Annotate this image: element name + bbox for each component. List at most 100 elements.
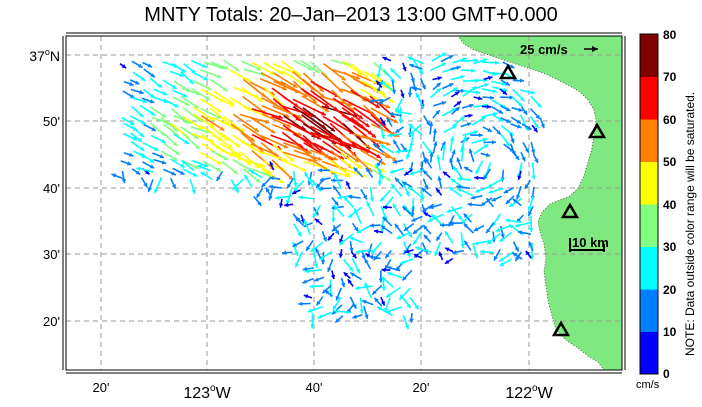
current-vector (282, 151, 314, 162)
current-vector-head (162, 91, 168, 96)
plot-area (66, 36, 622, 370)
current-vector (292, 71, 316, 92)
current-vector-head (436, 155, 441, 160)
current-vector-head (449, 158, 454, 163)
current-vector-head (456, 65, 461, 70)
current-vector-head (319, 177, 325, 182)
current-vector-head (460, 145, 465, 151)
current-vector-head (292, 83, 297, 88)
current-vector-head (337, 195, 342, 200)
current-vector (332, 143, 360, 163)
current-vector-head (358, 114, 363, 119)
current-vector-head (194, 164, 199, 169)
current-vector (370, 107, 399, 124)
current-vector-head (298, 195, 303, 200)
current-vector-head (283, 144, 289, 149)
current-vector-head (207, 86, 212, 91)
current-vector-head (223, 136, 229, 141)
current-vector-head (452, 125, 457, 130)
current-vector-head (140, 146, 145, 151)
current-vector-head (505, 199, 511, 204)
current-vector-head (373, 143, 378, 148)
current-vector-head (450, 136, 455, 141)
current-vector-head (338, 88, 343, 93)
current-vector-head (385, 154, 390, 158)
current-vector-head (463, 223, 469, 228)
current-vector-head (395, 149, 400, 154)
current-vector-head (324, 107, 329, 112)
current-vector-head (395, 177, 400, 183)
current-vector-head (129, 121, 135, 125)
current-vector-head (334, 205, 339, 210)
current-vector (250, 116, 276, 134)
current-vector-head (129, 94, 135, 99)
current-vector-head (483, 144, 489, 149)
current-vector-head (387, 266, 392, 271)
current-vector (340, 152, 363, 170)
current-vector (271, 159, 294, 181)
current-vector-head (352, 304, 357, 309)
current-vector-head (381, 286, 386, 291)
current-vector-head (371, 249, 376, 254)
current-vector-head (256, 193, 261, 198)
current-vector-head (436, 236, 441, 241)
current-vector (219, 142, 242, 157)
current-vector-head (184, 101, 190, 106)
current-vector-head (387, 133, 392, 138)
current-vector-head (440, 222, 445, 228)
current-vector (293, 149, 323, 161)
current-vector-head (530, 90, 535, 95)
current-vector-head (137, 137, 142, 142)
current-vector-head (480, 201, 486, 206)
current-vector-head (494, 255, 498, 261)
current-vector-head (293, 182, 298, 187)
current-vector-head (423, 225, 428, 230)
current-vector-head (473, 130, 478, 135)
current-vector-head (341, 76, 346, 81)
current-vector (362, 143, 390, 159)
current-vector-head (437, 76, 442, 81)
current-vector-head (408, 186, 413, 191)
current-vector-head (365, 253, 371, 258)
current-vector-head (376, 154, 381, 158)
current-vector-head (332, 305, 337, 310)
current-vector-head (482, 58, 488, 63)
current-vector (272, 123, 303, 137)
current-vector-head (484, 83, 489, 88)
current-vector-head (303, 92, 308, 97)
current-vector-head (386, 141, 391, 146)
current-vector-head (498, 109, 503, 114)
current-vector-head (441, 53, 447, 57)
current-vector-head (495, 60, 500, 65)
current-vector-head (181, 68, 186, 73)
current-vector-head (333, 185, 338, 191)
current-vector-head (464, 240, 469, 246)
current-vector-head (244, 174, 249, 180)
current-vector-head (509, 64, 515, 69)
current-vector-head (509, 224, 514, 229)
current-vector-head (380, 168, 386, 173)
current-vector-head (255, 178, 261, 183)
current-vector-head (216, 176, 221, 181)
current-vector-head (392, 159, 398, 164)
current-vector-head (279, 203, 284, 208)
current-vector-head (471, 86, 477, 91)
current-vector-head (402, 66, 407, 72)
current-vector-head (400, 93, 405, 98)
current-vector-head (405, 249, 410, 254)
current-vector (242, 95, 268, 115)
current-vector-head (385, 104, 391, 109)
lat-label-37n: 37oN (29, 47, 60, 64)
current-vector-head (437, 176, 442, 181)
current-vector-head (237, 151, 242, 156)
current-vector-head (249, 170, 255, 175)
current-vector-head (385, 253, 390, 259)
current-vector-head (483, 137, 488, 142)
current-vector-head (129, 81, 134, 86)
current-vector (352, 125, 381, 148)
current-vector-head (441, 101, 447, 106)
current-vector-head (438, 251, 443, 257)
current-vector-head (455, 107, 460, 112)
current-vector-head (172, 156, 178, 161)
current-vector-head (422, 207, 427, 212)
